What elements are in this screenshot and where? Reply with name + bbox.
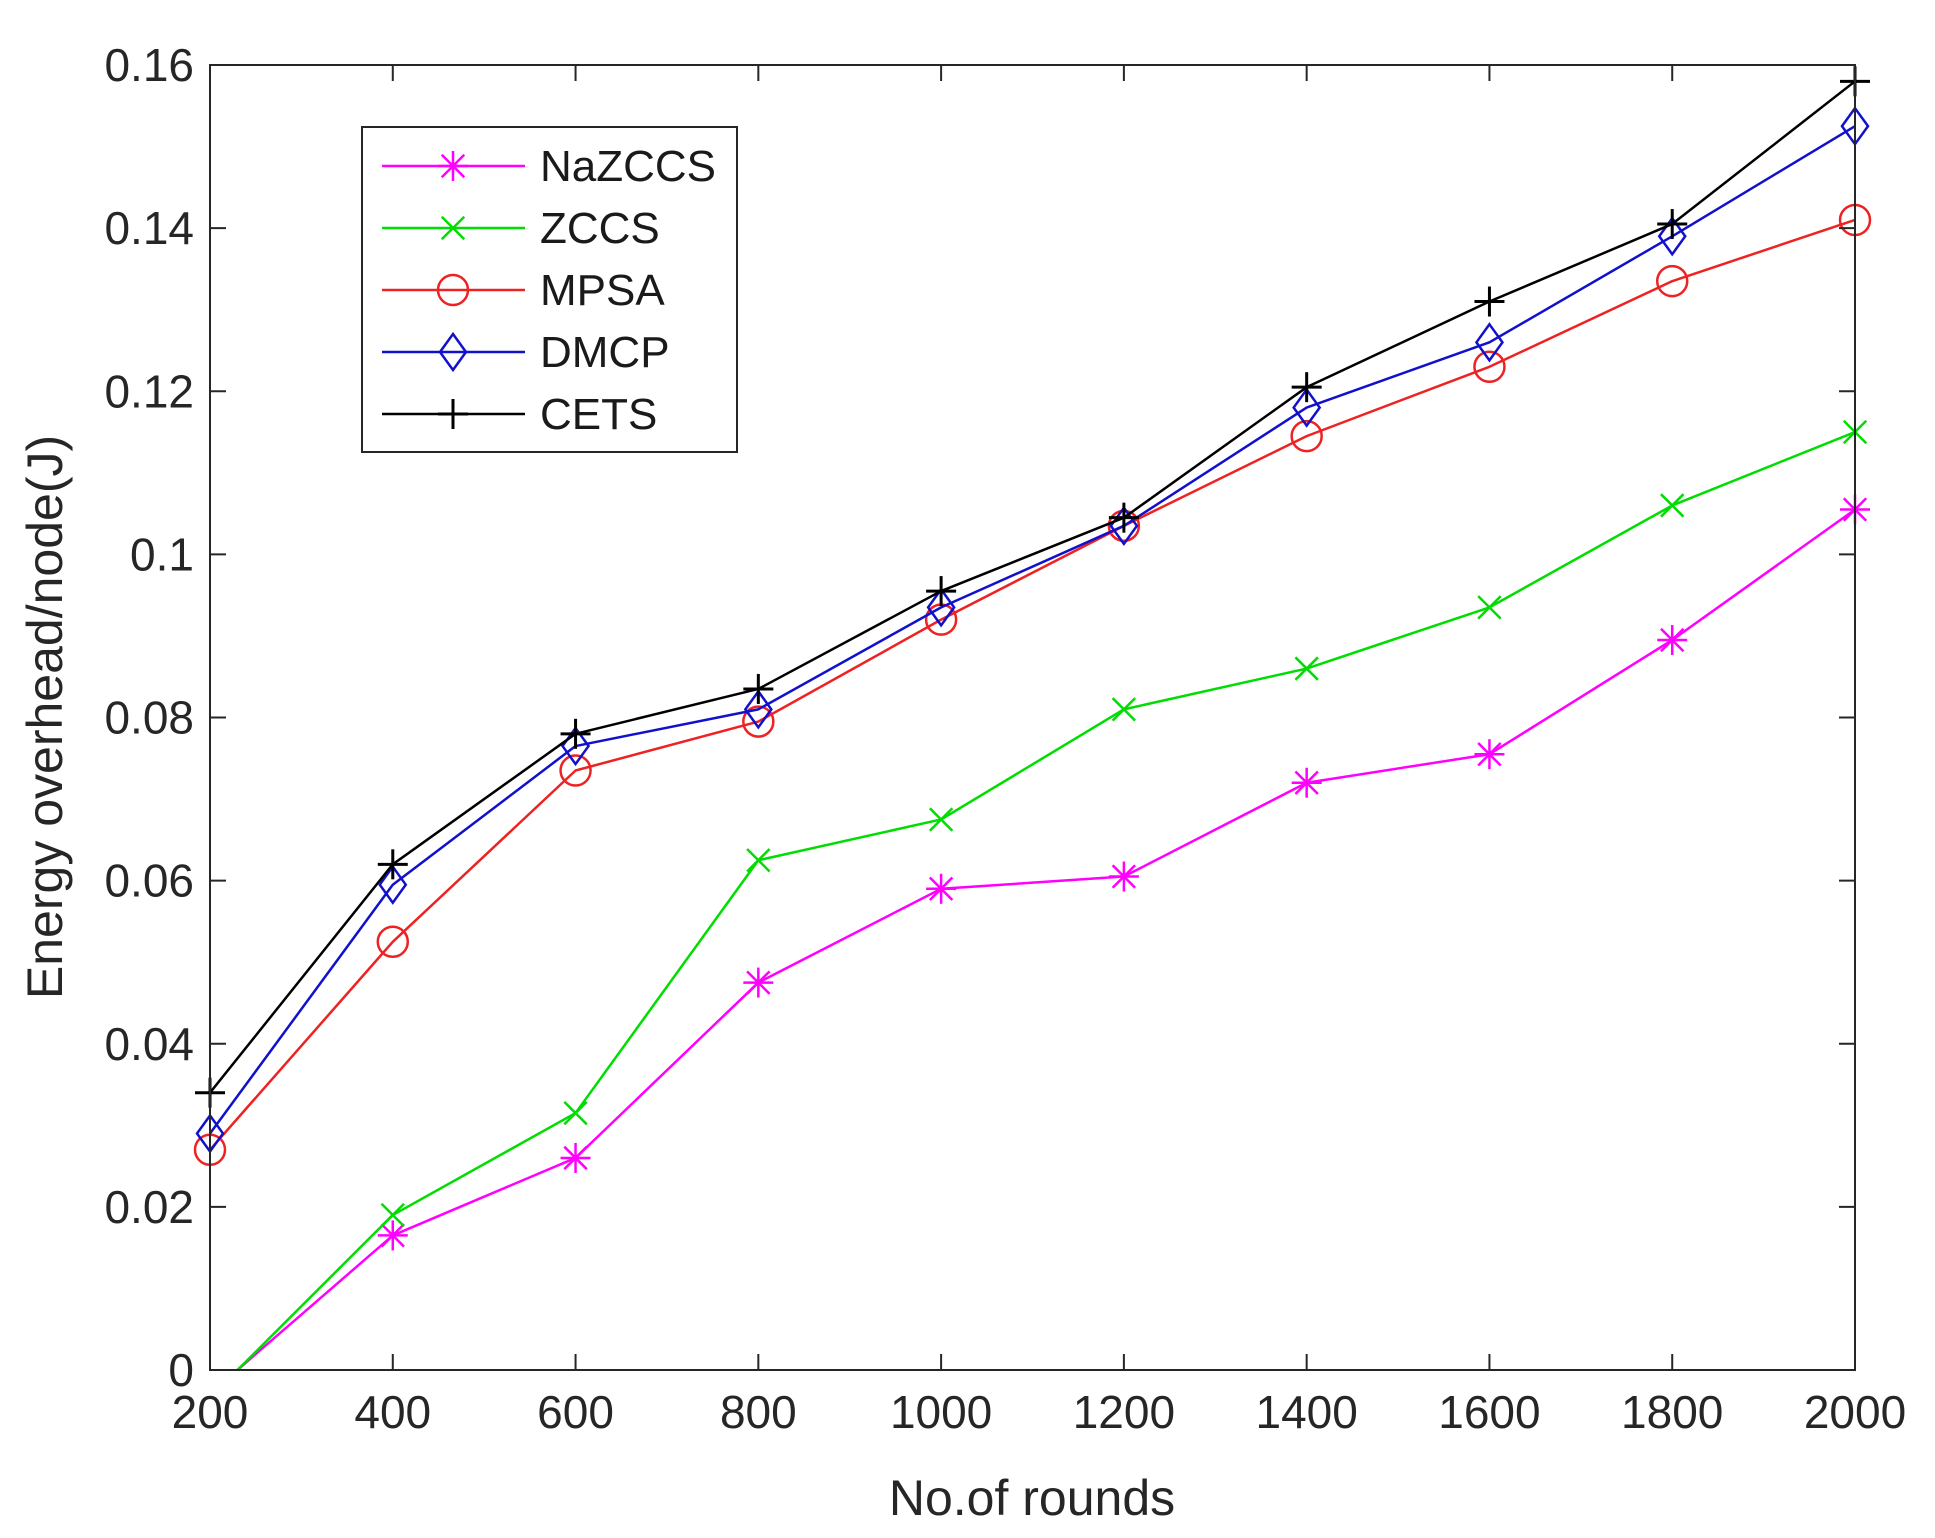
data-point-zccs <box>928 807 954 832</box>
data-point-zccs <box>746 848 771 873</box>
series-zccs <box>236 419 1868 1371</box>
y-axis-title: Energy overhead/node(J) <box>17 435 73 999</box>
data-point-mpsa <box>742 705 775 738</box>
data-point-cets <box>1474 286 1505 317</box>
data-point-cets <box>1291 372 1322 403</box>
data-point-zccs <box>1660 493 1685 518</box>
data-point-cets <box>1108 502 1139 533</box>
legend-label-mpsa: MPSA <box>540 266 665 315</box>
series-line-dmcp <box>208 125 1856 1135</box>
y-tick-label: 0.06 <box>104 855 194 907</box>
legend-label-cets: CETS <box>540 390 657 439</box>
plot-lines <box>193 66 1872 1371</box>
x-tick-label: 1800 <box>1621 1386 1723 1438</box>
data-point-dmcp <box>1474 322 1504 363</box>
series-line-zccs <box>236 430 1856 1371</box>
y-tick-label: 0.12 <box>104 365 194 417</box>
x-tick-label: 1200 <box>1073 1386 1175 1438</box>
data-point-cets <box>560 718 591 749</box>
y-tick-label: 0.16 <box>104 39 194 91</box>
legend-label-dmcp: DMCP <box>540 328 670 377</box>
data-point-nazccs <box>560 1142 591 1173</box>
x-tick-label: 400 <box>354 1386 431 1438</box>
y-tick-label: 0.1 <box>130 528 194 580</box>
y-tick-label: 0.02 <box>104 1181 194 1233</box>
legend-marker-mpsa <box>436 273 470 307</box>
data-point-cets <box>743 673 774 704</box>
legend-entry-nazccs: NaZCCS <box>382 142 716 191</box>
legend-label-zccs: ZCCS <box>540 204 660 253</box>
data-point-dmcp <box>1657 216 1687 257</box>
data-point-cets <box>1657 209 1688 240</box>
legend-entries: NaZCCS ZCCS MPSA DMCP CETS <box>382 142 716 439</box>
data-point-cets <box>926 576 957 607</box>
data-point-zccs <box>1294 656 1319 681</box>
series-line-mpsa <box>209 218 1856 1151</box>
legend-entry-zccs: ZCCS <box>382 204 660 253</box>
legend-marker-cets <box>438 399 468 429</box>
data-point-zccs <box>563 1100 588 1126</box>
data-point-dmcp <box>1292 387 1322 428</box>
data-point-mpsa <box>1655 264 1689 298</box>
data-point-nazccs <box>743 967 774 998</box>
legend: NaZCCS ZCCS MPSA DMCP CETS <box>361 126 738 453</box>
x-tick-label: 2000 <box>1804 1386 1906 1438</box>
data-point-mpsa <box>376 925 410 959</box>
x-axis-title: No.of rounds <box>889 1470 1175 1526</box>
legend-marker-nazccs <box>438 151 468 181</box>
y-tick-label: 0 <box>168 1344 194 1396</box>
x-tick-label: 800 <box>720 1386 797 1438</box>
legend-label-nazccs: NaZCCS <box>540 142 716 191</box>
data-point-cets <box>377 849 408 880</box>
data-point-dmcp <box>926 587 956 628</box>
data-point-nazccs <box>1657 625 1688 656</box>
legend-marker-dmcp <box>438 331 468 373</box>
x-tick-label: 200 <box>172 1386 249 1438</box>
y-tick-label: 0.14 <box>104 202 194 254</box>
x-tick-label: 1000 <box>890 1386 992 1438</box>
data-point-nazccs <box>1474 739 1505 770</box>
data-point-zccs <box>1477 595 1502 620</box>
data-point-mpsa <box>1473 350 1506 384</box>
data-point-zccs <box>380 1202 405 1228</box>
x-tick-label: 1400 <box>1255 1386 1357 1438</box>
legend-entry-cets: CETS <box>382 390 657 439</box>
series-line-cets <box>209 80 1856 1094</box>
data-point-nazccs <box>1108 861 1139 892</box>
data-point-mpsa <box>1290 419 1323 453</box>
legend-entry-dmcp: DMCP <box>382 328 670 377</box>
data-point-dmcp <box>378 864 408 905</box>
y-tick-label: 0.08 <box>104 692 194 744</box>
legend-marker-zccs <box>440 215 466 241</box>
data-point-nazccs <box>1291 767 1322 798</box>
legend-entry-mpsa: MPSA <box>382 266 665 315</box>
data-point-zccs <box>1111 697 1137 722</box>
series-line-nazccs <box>236 508 1856 1371</box>
data-point-nazccs <box>926 873 957 904</box>
data-point-dmcp <box>743 689 773 730</box>
data-point-mpsa <box>559 754 592 787</box>
series-nazccs <box>236 494 1870 1371</box>
x-tick-label: 600 <box>537 1386 614 1438</box>
axis-tick-labels: 200 400 600 800 1000 1200 1400 1600 1800 2000 0 0.0… <box>104 39 1906 1438</box>
axis-ticks <box>209 64 1856 1371</box>
y-tick-label: 0.04 <box>104 1018 194 1070</box>
data-point-nazccs <box>377 1220 408 1251</box>
x-tick-label: 1600 <box>1438 1386 1540 1438</box>
